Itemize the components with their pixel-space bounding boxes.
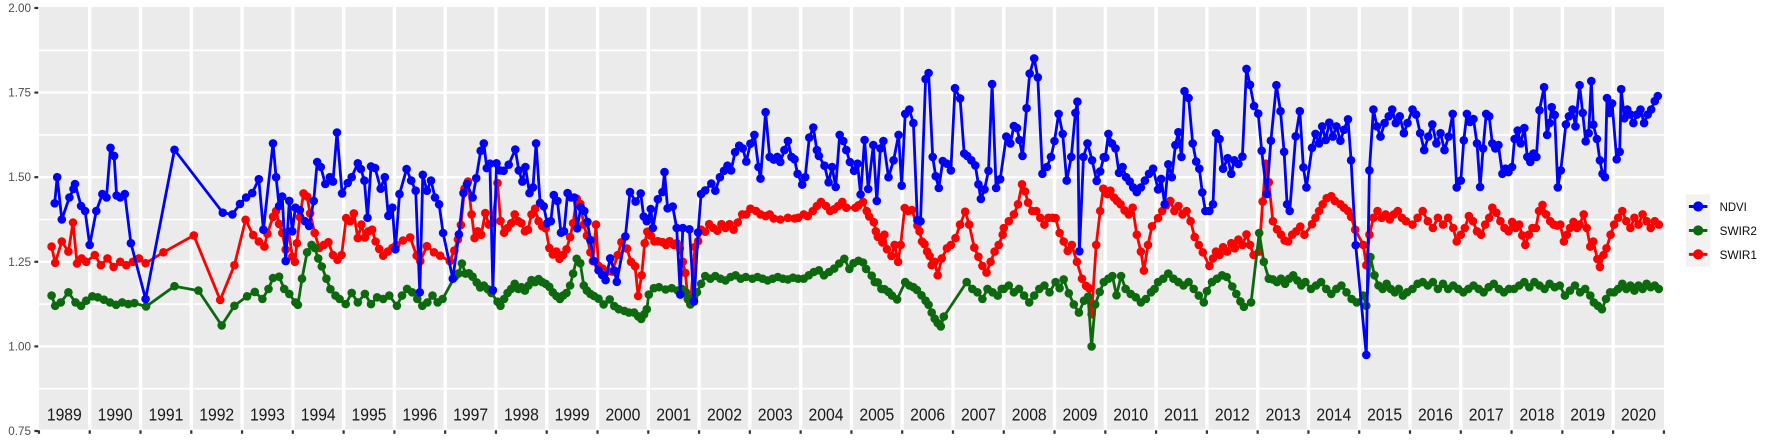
svg-text:2008: 2008	[1012, 405, 1047, 425]
svg-text:2009: 2009	[1062, 405, 1097, 425]
svg-text:2020: 2020	[1621, 405, 1656, 425]
svg-text:2014: 2014	[1316, 405, 1351, 425]
svg-text:1993: 1993	[250, 405, 285, 425]
svg-text:1991: 1991	[148, 405, 183, 425]
svg-text:2013: 2013	[1266, 405, 1301, 425]
svg-text:2011: 2011	[1164, 405, 1199, 425]
svg-text:SWIR2: SWIR2	[1720, 224, 1757, 238]
svg-text:1996: 1996	[402, 405, 437, 425]
svg-text:2006: 2006	[910, 405, 945, 425]
svg-text:2000: 2000	[605, 405, 640, 425]
svg-text:NDVI: NDVI	[1720, 200, 1747, 214]
svg-text:1995: 1995	[352, 405, 387, 425]
svg-text:1.75: 1.75	[8, 86, 31, 100]
svg-text:1990: 1990	[98, 405, 133, 425]
svg-text:1992: 1992	[199, 405, 234, 425]
svg-text:2007: 2007	[961, 405, 996, 425]
svg-text:1.00: 1.00	[8, 339, 31, 353]
svg-text:2018: 2018	[1520, 405, 1555, 425]
svg-text:2005: 2005	[859, 405, 894, 425]
svg-text:2012: 2012	[1215, 405, 1250, 425]
svg-text:SWIR1: SWIR1	[1720, 248, 1757, 262]
svg-text:1994: 1994	[301, 405, 336, 425]
svg-text:1.25: 1.25	[8, 255, 31, 269]
svg-text:2010: 2010	[1113, 405, 1148, 425]
svg-text:2004: 2004	[809, 405, 844, 425]
svg-text:2.00: 2.00	[8, 1, 31, 15]
svg-text:2015: 2015	[1367, 405, 1402, 425]
svg-text:0.75: 0.75	[8, 424, 31, 438]
svg-text:2016: 2016	[1418, 405, 1453, 425]
svg-text:1998: 1998	[504, 405, 539, 425]
svg-text:2019: 2019	[1570, 405, 1605, 425]
svg-text:1997: 1997	[453, 405, 488, 425]
svg-text:1.50: 1.50	[8, 170, 31, 184]
svg-text:2003: 2003	[758, 405, 793, 425]
svg-text:1989: 1989	[47, 405, 82, 425]
svg-text:1999: 1999	[555, 405, 590, 425]
svg-text:2002: 2002	[707, 405, 742, 425]
svg-text:2017: 2017	[1469, 405, 1504, 425]
svg-text:2001: 2001	[656, 405, 691, 425]
